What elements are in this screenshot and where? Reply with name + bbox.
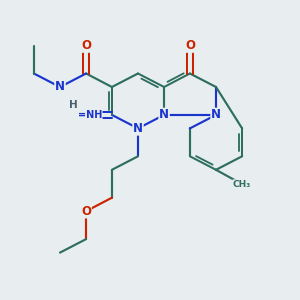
Text: O: O [185,39,195,52]
Text: N: N [211,108,221,122]
Text: H: H [69,100,78,110]
Text: N: N [133,122,143,135]
Text: CH₃: CH₃ [233,180,251,189]
Text: =NH: =NH [78,110,102,120]
Text: O: O [81,39,91,52]
Text: N: N [55,80,65,94]
Text: N: N [159,108,169,122]
Text: H: H [82,110,91,120]
Text: O: O [81,205,91,218]
